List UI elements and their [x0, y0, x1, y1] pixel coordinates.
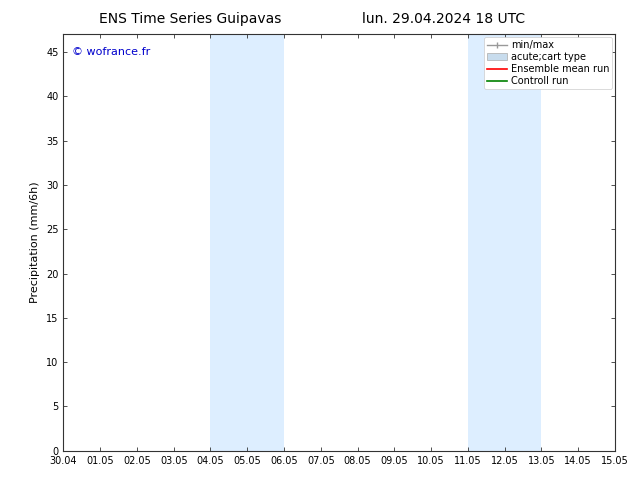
Legend: min/max, acute;cart type, Ensemble mean run, Controll run: min/max, acute;cart type, Ensemble mean …: [484, 37, 612, 89]
Text: lun. 29.04.2024 18 UTC: lun. 29.04.2024 18 UTC: [362, 12, 526, 26]
Bar: [210, 34, 284, 451]
Y-axis label: Precipitation (mm/6h): Precipitation (mm/6h): [30, 182, 41, 303]
Text: © wofrance.fr: © wofrance.fr: [72, 47, 150, 57]
Bar: [468, 34, 541, 451]
Text: ENS Time Series Guipavas: ENS Time Series Guipavas: [99, 12, 281, 26]
